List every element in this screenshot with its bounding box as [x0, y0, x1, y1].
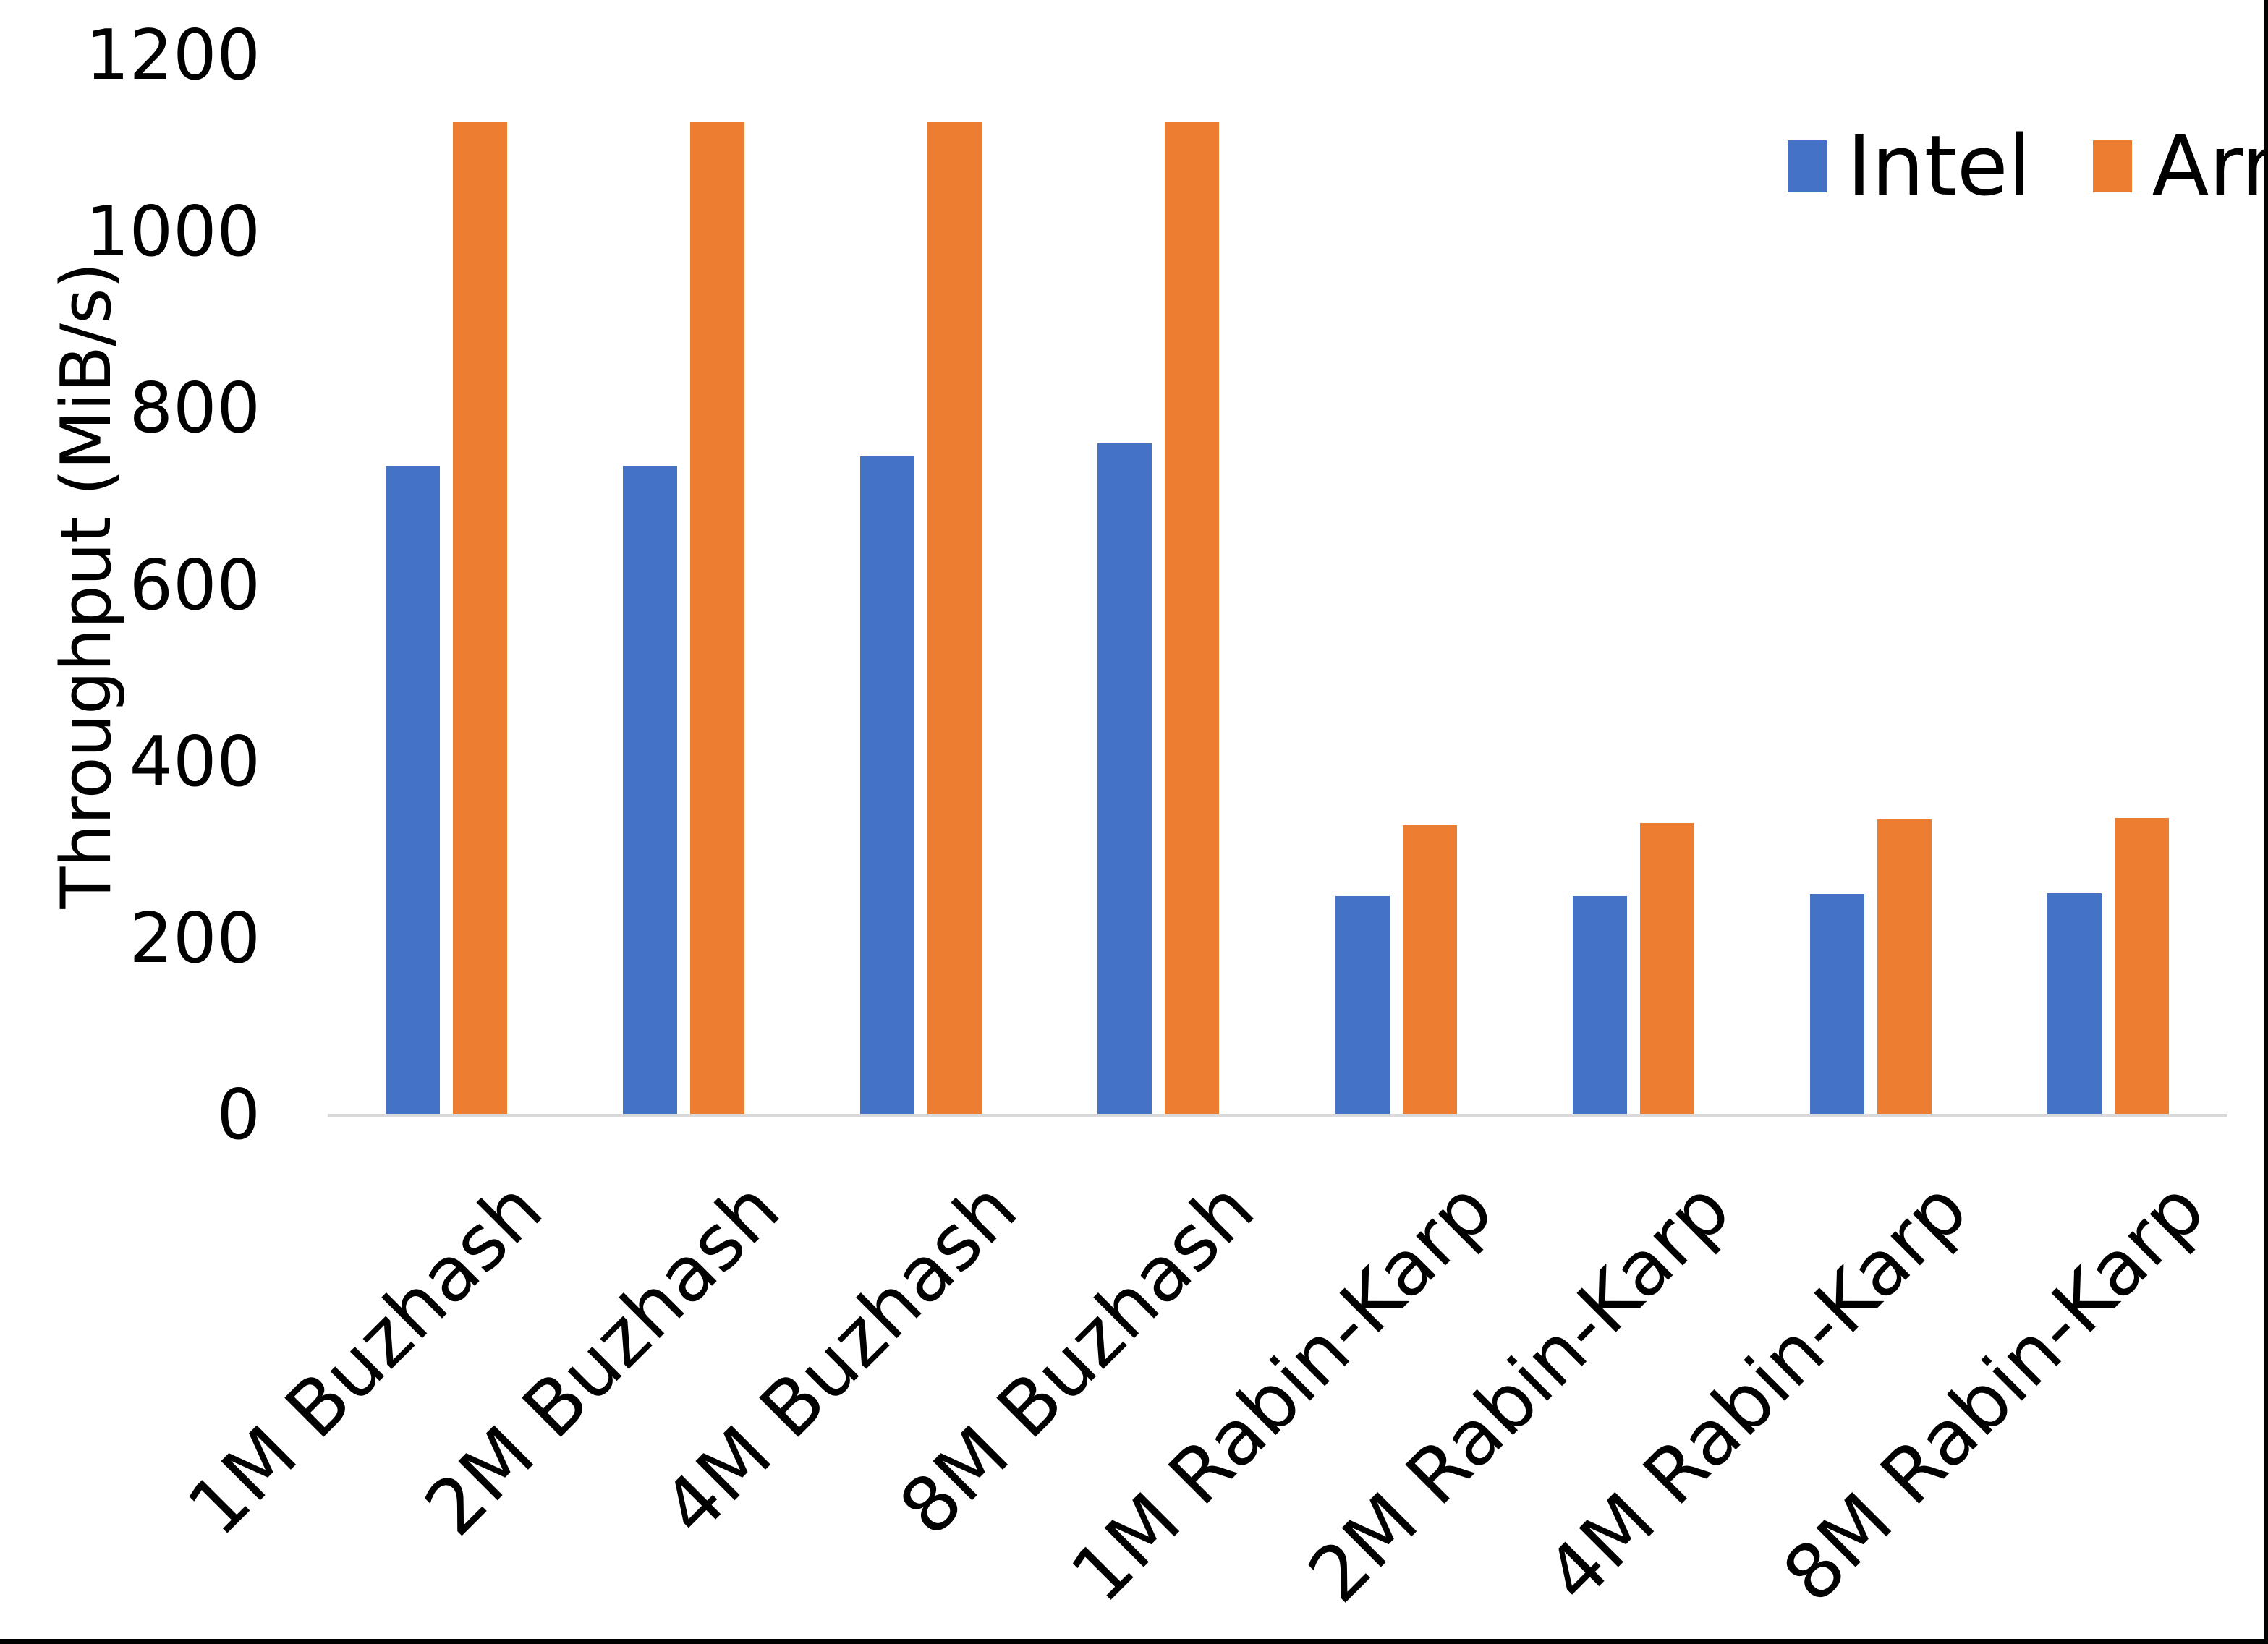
y-tick-label: 200 — [129, 898, 260, 979]
y-tick-label: 400 — [129, 722, 260, 802]
bar-intel-4 — [1097, 443, 1152, 1115]
page-edge-bottom — [0, 1639, 2268, 1644]
x-axis-line — [328, 1114, 2227, 1117]
bar-arm-7 — [1877, 819, 1932, 1115]
page-edge-right — [2264, 0, 2268, 1644]
x-category-label: 2M Rabin-Karp — [1291, 1164, 1747, 1619]
x-category-label: 4M Rabin-Karp — [1529, 1164, 1984, 1619]
bar-arm-8 — [2115, 818, 2169, 1115]
y-tick-label: 1000 — [85, 192, 260, 273]
y-tick-label: 600 — [129, 545, 260, 626]
bar-arm-4 — [1165, 122, 1219, 1115]
legend-swatch-arm — [2092, 140, 2132, 192]
x-category-label: 8M Rabin-Karp — [1766, 1164, 2222, 1619]
bar-arm-5 — [1403, 825, 1457, 1115]
bar-intel-8 — [2047, 893, 2102, 1115]
bar-intel-6 — [1573, 896, 1627, 1115]
x-category-label: 1M Rabin-Karp — [1054, 1164, 1510, 1619]
bar-intel-7 — [1810, 894, 1864, 1115]
y-tick-label: 0 — [216, 1076, 260, 1155]
bar-arm-6 — [1640, 823, 1694, 1115]
legend-label-arm: Arm — [2152, 118, 2268, 215]
legend-swatch-intel — [1788, 140, 1827, 192]
legend: Intel Arm — [1788, 116, 2268, 217]
legend-label-intel: Intel — [1847, 118, 2031, 215]
bar-intel-3 — [860, 456, 914, 1115]
y-tick-label: 800 — [129, 369, 260, 449]
bar-intel-5 — [1335, 896, 1390, 1115]
bar-intel-2 — [623, 466, 677, 1115]
bar-arm-1 — [453, 122, 507, 1115]
bar-arm-2 — [690, 122, 744, 1115]
bar-arm-3 — [927, 122, 982, 1115]
bar-intel-1 — [386, 466, 440, 1115]
y-tick-label: 1200 — [85, 16, 260, 95]
